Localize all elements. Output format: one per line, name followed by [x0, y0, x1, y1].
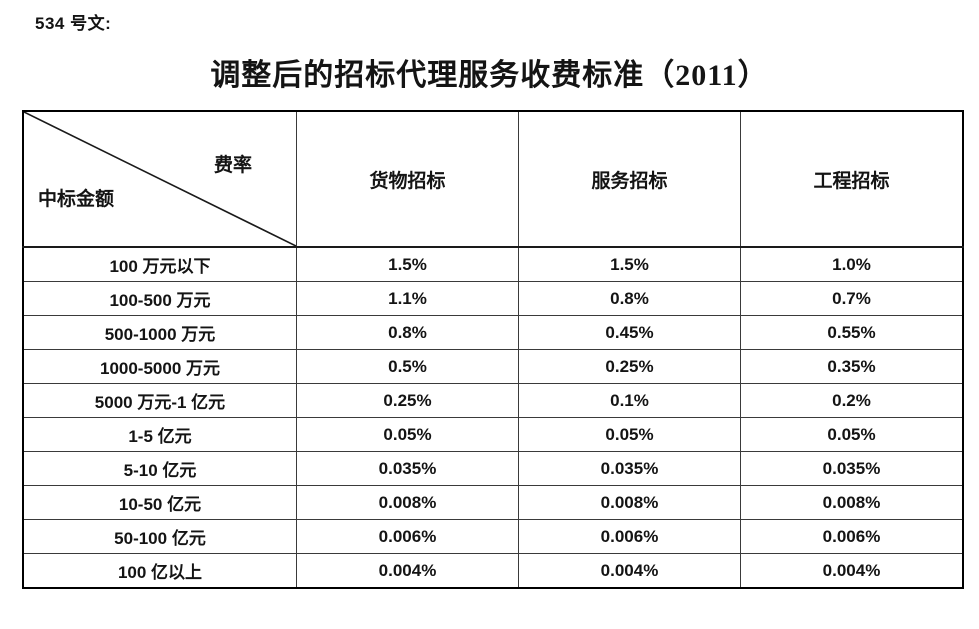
- rate-value: 1.5%: [296, 246, 519, 282]
- table-row: 5-10 亿元 0.035% 0.035% 0.035%: [22, 451, 964, 486]
- column-header-goods: 货物招标: [296, 110, 519, 248]
- corner-label-amount: 中标金额: [38, 189, 115, 210]
- table-corner-cell: 费率 中标金额: [22, 110, 297, 248]
- row-label-amount-range: 500-1000 万元: [22, 315, 297, 350]
- table-row: 100-500 万元 1.1% 0.8% 0.7%: [22, 281, 964, 316]
- rate-value: 0.5%: [296, 349, 519, 384]
- table-row: 500-1000 万元 0.8% 0.45% 0.55%: [22, 315, 964, 350]
- rate-value: 0.035%: [518, 451, 741, 486]
- rate-value: 0.25%: [296, 383, 519, 418]
- rate-value: 0.035%: [740, 451, 964, 486]
- rate-value: 0.05%: [740, 417, 964, 452]
- row-label-amount-range: 5-10 亿元: [22, 451, 297, 486]
- diagonal-divider-line: [24, 112, 296, 246]
- row-label-amount-range: 10-50 亿元: [22, 485, 297, 520]
- rate-value: 0.8%: [296, 315, 519, 350]
- rate-value: 0.25%: [518, 349, 741, 384]
- rate-value: 0.55%: [740, 315, 964, 350]
- rate-value: 0.035%: [296, 451, 519, 486]
- page-title: 调整后的招标代理服务收费标准（2011）: [210, 59, 769, 92]
- fee-table-header: 费率 中标金额 货物招标 服务招标 工程招标: [22, 110, 964, 248]
- table-row: 50-100 亿元 0.006% 0.006% 0.006%: [22, 519, 964, 554]
- row-label-amount-range: 1000-5000 万元: [22, 349, 297, 384]
- rate-value: 0.05%: [296, 417, 519, 452]
- rate-value: 0.006%: [296, 519, 519, 554]
- row-label-amount-range: 50-100 亿元: [22, 519, 297, 554]
- rate-value: 0.35%: [740, 349, 964, 384]
- column-header-services: 服务招标: [518, 110, 741, 248]
- rate-value: 0.2%: [740, 383, 964, 418]
- rate-value: 0.004%: [740, 553, 964, 589]
- rate-value: 1.5%: [518, 246, 741, 282]
- rate-value: 0.004%: [296, 553, 519, 589]
- row-label-amount-range: 100-500 万元: [22, 281, 297, 316]
- rate-value: 1.1%: [296, 281, 519, 316]
- table-row: 100 亿以上 0.004% 0.004% 0.004%: [22, 553, 964, 589]
- fee-table-body: 100 万元以下 1.5% 1.5% 1.0% 100-500 万元 1.1% 0.8% 0.…: [22, 246, 964, 589]
- rate-value: 1.0%: [740, 246, 964, 282]
- rate-value: 0.45%: [518, 315, 741, 350]
- column-header-engineering: 工程招标: [740, 110, 964, 248]
- row-label-amount-range: 5000 万元-1 亿元: [22, 383, 297, 418]
- doc-number-label: 534 号文:: [35, 14, 112, 33]
- header-row: 费率 中标金额 货物招标 服务招标 工程招标: [22, 110, 964, 248]
- row-label-amount-range: 100 亿以上: [22, 553, 297, 589]
- row-label-amount-range: 1-5 亿元: [22, 417, 297, 452]
- rate-value: 0.006%: [740, 519, 964, 554]
- table-row: 5000 万元-1 亿元 0.25% 0.1% 0.2%: [22, 383, 964, 418]
- rate-value: 0.1%: [518, 383, 741, 418]
- table-row: 10-50 亿元 0.008% 0.008% 0.008%: [22, 485, 964, 520]
- row-label-amount-range: 100 万元以下: [22, 246, 297, 282]
- rate-value: 0.008%: [740, 485, 964, 520]
- corner-label-rate: 费率: [213, 155, 252, 176]
- table-row: 1000-5000 万元 0.5% 0.25% 0.35%: [22, 349, 964, 384]
- fee-table: 费率 中标金额 货物招标 服务招标 工程招标 100 万元以下 1.5% 1.5% 1…: [22, 110, 964, 589]
- rate-value: 0.05%: [518, 417, 741, 452]
- table-row: 1-5 亿元 0.05% 0.05% 0.05%: [22, 417, 964, 452]
- rate-value: 0.7%: [740, 281, 964, 316]
- table-row: 100 万元以下 1.5% 1.5% 1.0%: [22, 246, 964, 282]
- rate-value: 0.8%: [518, 281, 741, 316]
- rate-value: 0.004%: [518, 553, 741, 589]
- rate-value: 0.008%: [518, 485, 741, 520]
- rate-value: 0.008%: [296, 485, 519, 520]
- rate-value: 0.006%: [518, 519, 741, 554]
